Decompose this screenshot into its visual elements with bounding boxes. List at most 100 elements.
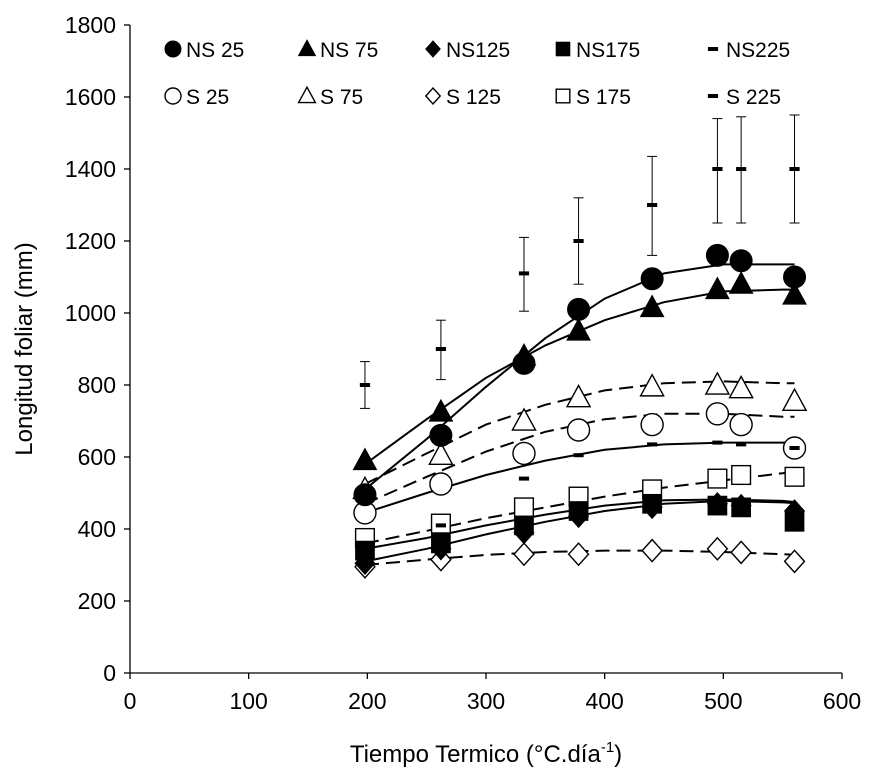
legend-marker-s-75 bbox=[297, 85, 317, 104]
y-tick-label: 1400 bbox=[65, 156, 116, 182]
data-point-ns-25 bbox=[705, 243, 729, 267]
y-tick-label: 600 bbox=[78, 444, 116, 470]
legend-marker-ns175 bbox=[555, 41, 571, 57]
legend-label-ns225: NS225 bbox=[726, 39, 790, 62]
data-point-s-25 bbox=[705, 402, 730, 426]
y-tick-label: 0 bbox=[103, 660, 116, 686]
data-point-s-125 bbox=[567, 542, 590, 567]
data-point-ns225 bbox=[359, 541, 371, 546]
data-point-s-75 bbox=[781, 387, 808, 411]
data-point-s-125 bbox=[641, 538, 663, 563]
data-point-ns-75 bbox=[728, 271, 754, 294]
legend-marker-ns-75 bbox=[297, 39, 317, 57]
data-point-s-25 bbox=[512, 441, 536, 466]
y-axis-title: Longitud foliar (mm) bbox=[11, 242, 38, 455]
data-point-ns175 bbox=[514, 515, 534, 536]
x-tick-label: 0 bbox=[124, 688, 137, 714]
y-tick-label: 200 bbox=[78, 588, 116, 614]
data-point-ns175 bbox=[731, 497, 751, 518]
data-point-s-125 bbox=[783, 549, 806, 574]
fit-curve-ns-25 bbox=[364, 263, 795, 491]
fit-curve-ns-75 bbox=[364, 288, 795, 466]
data-point-ns-25 bbox=[353, 483, 377, 507]
legend-label-s-225: S 225 bbox=[726, 86, 781, 109]
legend-label-ns-25: NS 25 bbox=[186, 39, 244, 62]
data-point-s-25 bbox=[640, 412, 664, 437]
data-point-ns225 bbox=[518, 476, 530, 481]
data-point-ns225 bbox=[789, 446, 800, 450]
legend: NS 25 NS 75 NS125 NS175 NS225 S 25 S 75 S 125 S … bbox=[164, 39, 790, 109]
data-point-s-225 bbox=[435, 347, 447, 351]
data-point-s-25 bbox=[729, 412, 753, 437]
data-point-ns-25 bbox=[729, 249, 753, 273]
legend-marker-s-225 bbox=[707, 94, 719, 98]
data-point-ns-75 bbox=[352, 447, 378, 471]
data-point-ns175 bbox=[707, 495, 728, 516]
tick-labels: 0 200 400 600 800 1000 1200 1400 1600 1800 0 100 200… bbox=[65, 12, 861, 714]
data-point-s-25 bbox=[429, 472, 453, 496]
x-tick-label: 100 bbox=[229, 688, 267, 714]
data-point-ns175 bbox=[784, 511, 805, 532]
legend-marker-ns225 bbox=[707, 47, 719, 51]
x-tick-label: 300 bbox=[467, 688, 505, 714]
x-tick-label: 200 bbox=[348, 688, 386, 714]
x-tick-label: 500 bbox=[704, 688, 742, 714]
data-point-s-225 bbox=[573, 239, 584, 243]
data-point-ns225 bbox=[712, 440, 723, 445]
data-point-ns-25 bbox=[567, 297, 591, 321]
data-point-s-75 bbox=[428, 441, 454, 465]
data-point-ns175 bbox=[431, 533, 451, 554]
legend-label-s-25: S 25 bbox=[186, 86, 229, 109]
data-point-ns-75 bbox=[566, 317, 591, 341]
data-point-s-125 bbox=[513, 542, 535, 567]
legend-label-ns-75: NS 75 bbox=[320, 39, 378, 62]
y-tick-label: 1200 bbox=[65, 228, 116, 254]
data-point-ns225 bbox=[647, 442, 658, 447]
data-point-ns-75 bbox=[511, 343, 537, 366]
data-point-s-225 bbox=[736, 167, 747, 171]
data-point-ns175 bbox=[355, 540, 375, 561]
legend-label-s-75: S 75 bbox=[320, 86, 363, 109]
y-tick-label: 1600 bbox=[65, 84, 116, 110]
data-point-s-125 bbox=[730, 540, 752, 565]
data-point-ns175 bbox=[642, 493, 662, 514]
legend-marker-ns-25 bbox=[164, 40, 182, 58]
data-point-ns225 bbox=[736, 442, 747, 447]
fit-curve-s-175 bbox=[364, 470, 795, 545]
data-point-s-225 bbox=[647, 203, 658, 207]
y-tick-label: 1000 bbox=[65, 300, 116, 326]
data-point-s-175 bbox=[513, 497, 535, 518]
data-point-s-75 bbox=[728, 375, 754, 399]
x-axis-title-end: ) bbox=[614, 741, 622, 768]
data-point-ns-25 bbox=[429, 423, 453, 447]
data-point-ns-75 bbox=[639, 294, 665, 318]
data-point-s-225 bbox=[789, 167, 800, 171]
legend-marker-ns125 bbox=[425, 40, 441, 58]
legend-label-ns125: NS125 bbox=[446, 39, 510, 62]
data-point-ns-75 bbox=[428, 398, 454, 422]
y-tick-label: 400 bbox=[78, 516, 116, 542]
data-point-s-125 bbox=[706, 536, 729, 561]
data-point-s-75 bbox=[565, 384, 592, 408]
data-point-s-225 bbox=[712, 167, 723, 171]
x-tick-label: 600 bbox=[823, 688, 861, 714]
data-point-ns-75 bbox=[705, 276, 730, 300]
data-point-ns-75 bbox=[782, 281, 807, 305]
legend-label-ns175: NS175 bbox=[576, 39, 640, 62]
y-tick-label: 800 bbox=[78, 372, 116, 398]
y-tick-label: 1800 bbox=[65, 12, 116, 38]
data-point-ns225 bbox=[573, 453, 584, 458]
data-points bbox=[352, 167, 808, 579]
data-point-ns175 bbox=[568, 501, 589, 521]
legend-marker-s-25 bbox=[164, 87, 182, 105]
legend-label-s-175: S 175 bbox=[576, 86, 631, 109]
data-point-s-75 bbox=[704, 371, 731, 395]
data-point-s-75 bbox=[511, 407, 537, 431]
data-point-s-175 bbox=[731, 464, 752, 486]
x-axis-title-superscript: -1 bbox=[601, 739, 614, 756]
x-axis-title: Tiempo Termico (°C.día-1) bbox=[350, 739, 622, 768]
legend-marker-s-125 bbox=[424, 86, 442, 106]
data-point-ns-25 bbox=[640, 267, 664, 291]
x-tick-label: 400 bbox=[585, 688, 623, 714]
